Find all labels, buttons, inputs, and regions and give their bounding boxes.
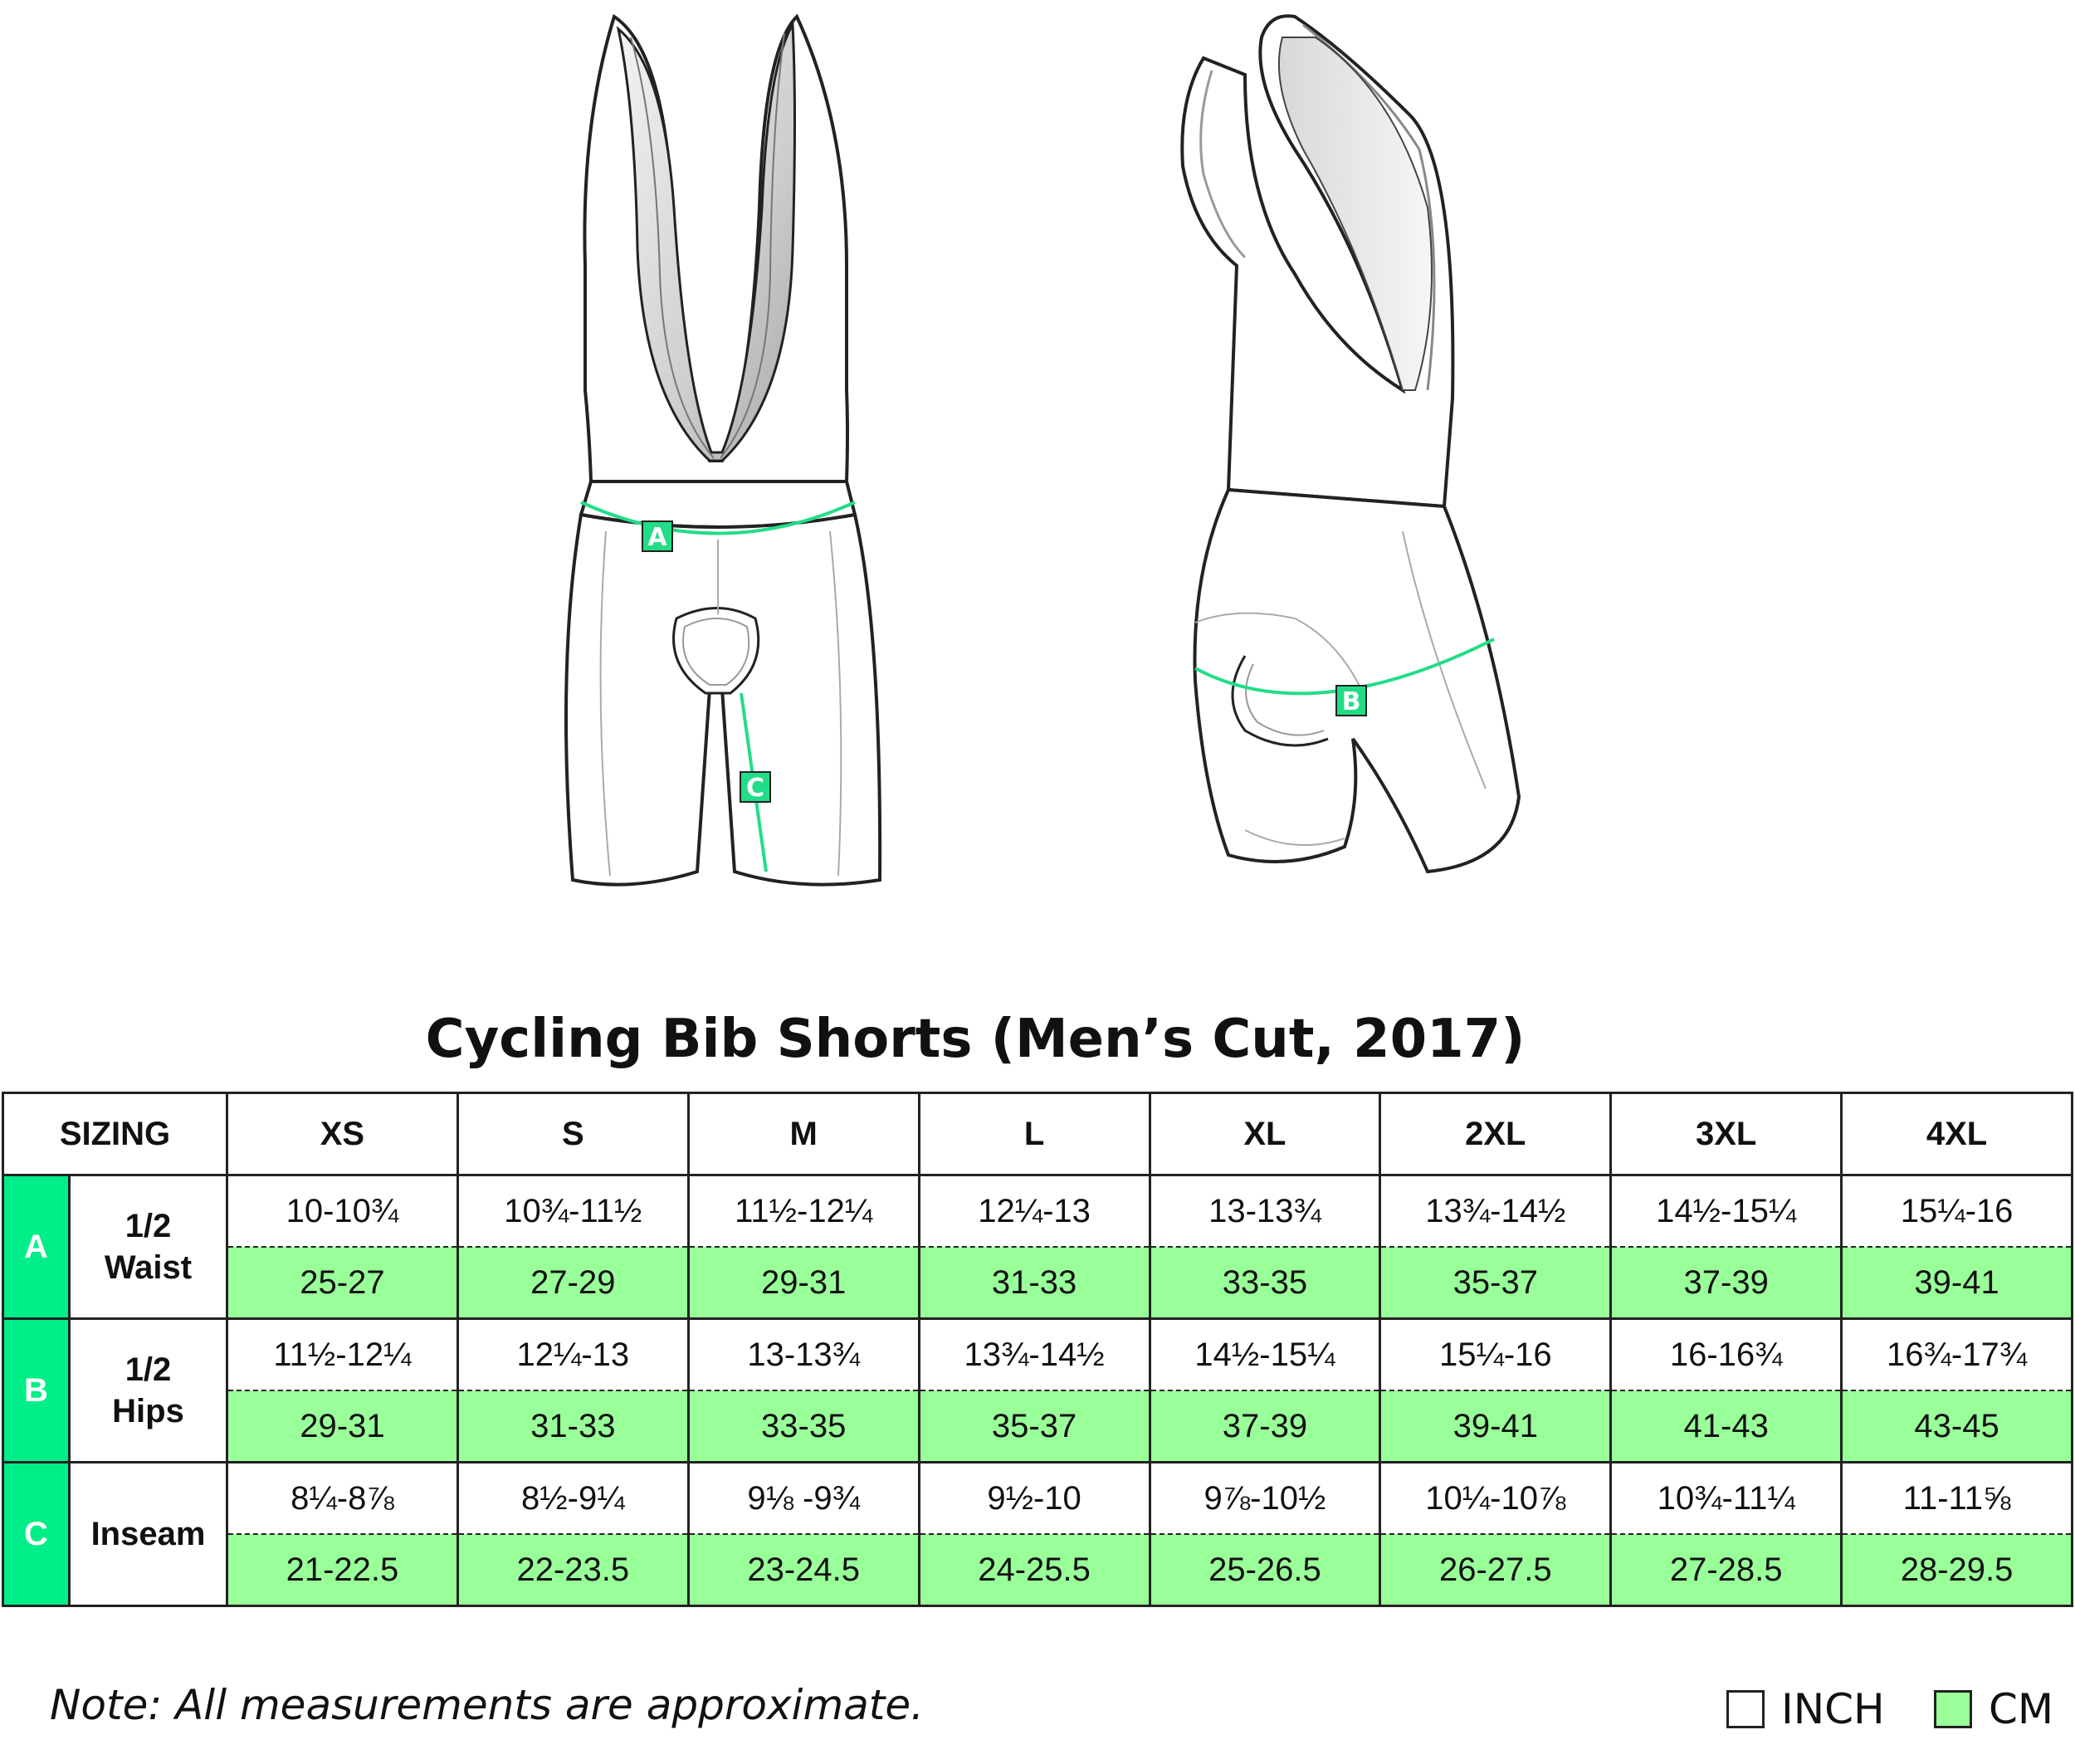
inch-value: 16-16¾ (1609, 1317, 1843, 1391)
cm-value: 29-31 (686, 1246, 920, 1320)
cm-value: 25-27 (226, 1246, 459, 1320)
approximate-note: Note: All measurements are approximate. (50, 1681, 925, 1729)
cm-value: 41-43 (1609, 1390, 1843, 1463)
measure-name-line1: Inseam (90, 1516, 206, 1552)
cm-value: 37-39 (1148, 1390, 1382, 1463)
table-row: 21-22.5 22-23.5 23-24.5 24-25.5 25-26.5 … (3, 1533, 2073, 1607)
cm-value: 26-27.5 (1379, 1533, 1613, 1607)
measure-name-line2: Waist (104, 1249, 193, 1286)
legend-inch: INCH (1726, 1685, 1885, 1733)
cm-value: 21-22.5 (226, 1533, 459, 1607)
inch-value: 15¼-16 (1379, 1317, 1613, 1391)
size-header: L (917, 1092, 1151, 1176)
size-header: XS (226, 1092, 459, 1176)
measure-badge-c: C (740, 771, 771, 803)
cm-value: 39-41 (1379, 1390, 1613, 1463)
cm-value: 27-29 (456, 1246, 690, 1320)
inch-value: 11½-12¼ (686, 1174, 920, 1248)
bib-shorts-illustration: A C B (564, 13, 1521, 887)
front-view (564, 13, 882, 887)
side-view (1180, 14, 1521, 874)
inch-value: 8¼-8⅞ (226, 1461, 459, 1535)
cm-value: 35-37 (1379, 1246, 1613, 1320)
cm-value: 33-35 (1148, 1246, 1382, 1320)
legend-inch-label: INCH (1781, 1685, 1885, 1733)
legend-cm-label: CM (1989, 1685, 2054, 1733)
svg-text:A: A (647, 523, 667, 552)
inch-value: 13¾-14½ (917, 1317, 1151, 1391)
table-row: C Inseam 8¼-8⅞ 8½-9¼ 9⅛ -9¾ 9½-10 9⅞-10½… (2, 1461, 2073, 1607)
inch-value: 14½-15¼ (1609, 1174, 1843, 1248)
cm-value: 35-37 (917, 1390, 1151, 1463)
size-header: XL (1148, 1092, 1382, 1176)
inch-value: 10¾-11¼ (1609, 1461, 1843, 1535)
inch-value: 12¼-13 (917, 1174, 1151, 1248)
cm-value: 33-35 (686, 1390, 920, 1463)
legend-cm-swatch (1934, 1690, 1972, 1728)
legend-cm: CM (1934, 1685, 2053, 1733)
inch-value: 16¾-17¾ (1840, 1317, 2073, 1391)
inch-value: 9⅛ -9¾ (686, 1461, 920, 1535)
measure-lines-side (1194, 638, 1495, 696)
cm-value: 28-29.5 (1840, 1533, 2073, 1607)
inch-value: 13-13¾ (686, 1317, 920, 1391)
size-header: M (686, 1092, 920, 1176)
cm-value: 37-39 (1609, 1246, 1843, 1320)
size-header-row: SIZING XS S M L XL 2XL 3XL 4XL (2, 1092, 2073, 1176)
page-title: Cycling Bib Shorts (Men’s Cut, 2017) (425, 1009, 1526, 1070)
measure-name-line1: 1/2 (124, 1208, 172, 1244)
sizing-header: SIZING (2, 1092, 228, 1176)
inch-value: 15¼-16 (1840, 1174, 2073, 1248)
cm-value: 27-28.5 (1609, 1533, 1843, 1607)
inch-value: 13-13¾ (1148, 1174, 1382, 1248)
inch-value: 10¾-11½ (456, 1174, 690, 1248)
inch-value: 11-11⅝ (1840, 1461, 2073, 1535)
measure-badge-b: B (1335, 685, 1367, 716)
measure-letter: A (2, 1174, 71, 1320)
cm-value: 31-33 (456, 1390, 690, 1463)
size-chart-table: SIZING XS S M L XL 2XL 3XL 4XL A 1/2 Wai… (2, 1092, 2073, 1607)
table-row: B 1/2 Hips 11½-12¼ 12¼-13 13-13¾ 13¾-14½… (2, 1317, 2073, 1463)
cm-value: 31-33 (917, 1246, 1151, 1320)
size-header: 3XL (1609, 1092, 1843, 1176)
measure-name-line1: 1/2 (124, 1351, 172, 1388)
inch-value: 10¼-10⅞ (1379, 1461, 1613, 1535)
cm-value: 43-45 (1840, 1390, 2073, 1463)
measure-badge-a: A (642, 520, 673, 552)
cm-value: 23-24.5 (686, 1533, 920, 1607)
measure-name: 1/2 Hips (68, 1317, 228, 1463)
table-row: A 1/2 Waist 10-10¾ 10¾-11½ 11½-12¼ 12¼-1… (2, 1174, 2073, 1320)
measure-name: Inseam (68, 1461, 228, 1607)
size-header: 2XL (1379, 1092, 1613, 1176)
size-header: S (456, 1092, 690, 1176)
svg-text:B: B (1342, 687, 1361, 716)
cm-value: 22-23.5 (456, 1533, 690, 1607)
table-row: 25-27 27-29 29-31 31-33 33-35 35-37 37-3… (3, 1246, 2073, 1320)
size-header: 4XL (1840, 1092, 2073, 1176)
measure-name-line2: Hips (112, 1393, 184, 1429)
inch-value: 13¾-14½ (1379, 1174, 1613, 1248)
inch-value: 12¼-13 (456, 1317, 690, 1391)
inch-value: 11½-12¼ (226, 1317, 459, 1391)
inch-value: 8½-9¼ (456, 1461, 690, 1535)
inch-value: 9⅞-10½ (1148, 1461, 1382, 1535)
measure-letter: B (2, 1317, 71, 1463)
cm-value: 39-41 (1840, 1246, 2073, 1320)
cm-value: 29-31 (226, 1390, 459, 1463)
inch-value: 14½-15¼ (1148, 1317, 1382, 1391)
inch-value: 10-10¾ (226, 1174, 459, 1248)
measure-name: 1/2 Waist (68, 1174, 228, 1320)
cm-value: 24-25.5 (917, 1533, 1151, 1607)
inch-value: 9½-10 (917, 1461, 1151, 1535)
legend-inch-swatch (1726, 1690, 1765, 1728)
cm-value: 25-26.5 (1148, 1533, 1382, 1607)
measure-letter: C (2, 1461, 71, 1607)
table-row: 29-31 31-33 33-35 35-37 37-39 39-41 41-4… (3, 1390, 2073, 1463)
svg-text:C: C (746, 774, 764, 803)
